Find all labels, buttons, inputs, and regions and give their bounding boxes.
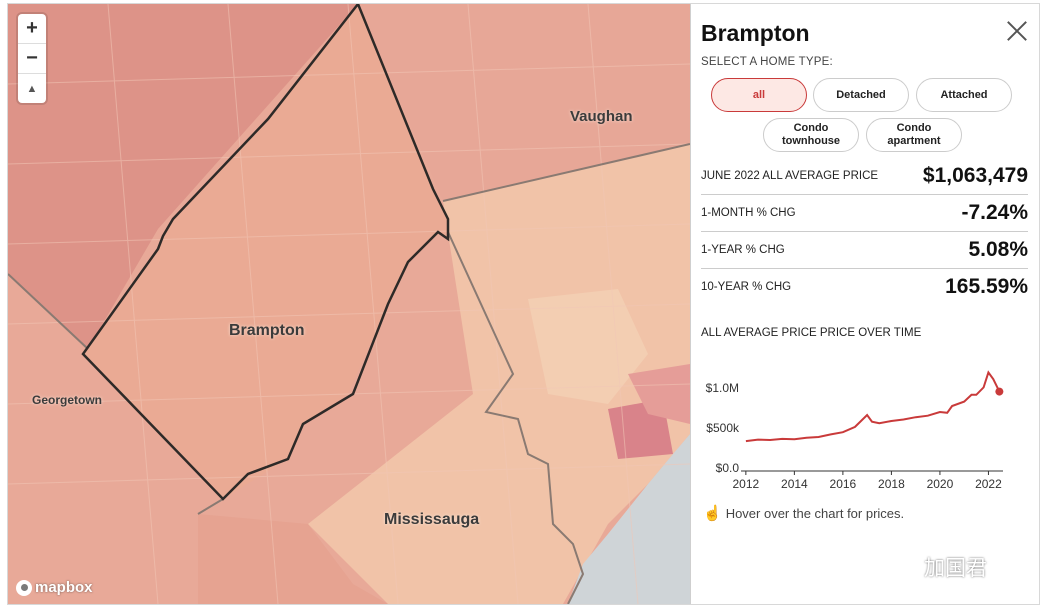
- stat-row-1-year: 1-YEAR % CHG 5.08%: [701, 232, 1028, 269]
- price-series-line: [745, 370, 1001, 443]
- zoom-in-button[interactable]: +: [18, 14, 46, 44]
- watermark-text: 加国君: [924, 557, 987, 580]
- map-label-brampton: Brampton: [229, 322, 305, 339]
- map-label-vaughan: Vaughan: [570, 108, 633, 125]
- region-brampton[interactable]: [83, 4, 448, 499]
- stat-row-1-month: 1-MONTH % CHG -7.24%: [701, 195, 1028, 232]
- lake-ontario: [568, 434, 690, 604]
- home-type-detached-button[interactable]: Detached: [813, 78, 909, 112]
- home-type-label: SELECT A HOME TYPE:: [701, 56, 833, 68]
- close-button[interactable]: [1006, 20, 1028, 42]
- stat-row-10-year: 10-YEAR % CHG 165.59%: [701, 269, 1028, 305]
- mapbox-logo-icon: [16, 579, 32, 596]
- watermark: 加国君: [880, 552, 987, 582]
- brampton-boundary: [81, 4, 450, 501]
- chart-title: ALL AVERAGE PRICE PRICE OVER TIME: [701, 327, 922, 339]
- home-type-condo-townhouse-button[interactable]: Condo townhouse: [763, 118, 859, 152]
- wechat-icon: [881, 555, 915, 579]
- stat-label: 1-MONTH % CHG: [701, 207, 796, 219]
- mapbox-attribution[interactable]: mapbox: [16, 579, 93, 596]
- info-panel: Brampton SELECT A HOME TYPE: all Detache…: [690, 4, 1040, 604]
- home-type-attached-button[interactable]: Attached: [916, 78, 1012, 112]
- price-chart[interactable]: $1.0M $500k $0.0 2012 2014 2016 2018 2020 202…: [691, 349, 1040, 489]
- chart-hint: ☝ Hover over the chart for prices.: [703, 504, 904, 522]
- x-tick-label: 2016: [830, 477, 857, 489]
- hand-pointer-icon: ☝: [703, 505, 722, 522]
- x-tick-label: 2018: [878, 477, 905, 489]
- map[interactable]: + − ▲ Vaughan Brampton Georgetown Missis…: [8, 4, 690, 604]
- stat-row-average-price: JUNE 2022 ALL AVERAGE PRICE $1,063,479: [701, 158, 1028, 195]
- pill-label: Condo townhouse: [781, 122, 841, 147]
- mapbox-logo-text: mapbox: [35, 579, 93, 596]
- map-label-mississauga: Mississauga: [384, 511, 480, 528]
- hint-text: Hover over the chart for prices.: [725, 505, 905, 521]
- compass-icon: ▲: [26, 82, 38, 95]
- pill-label: Condo apartment: [887, 122, 941, 147]
- stat-value: -7.24%: [961, 201, 1028, 224]
- x-tick-label: 2022: [975, 477, 1002, 489]
- x-tick-label: 2012: [733, 477, 760, 489]
- stat-label: 1-YEAR % CHG: [701, 244, 785, 256]
- map-zoom-control: + − ▲: [18, 14, 46, 103]
- y-tick-label: $0.0: [716, 461, 740, 475]
- home-type-all-button[interactable]: all: [711, 78, 807, 112]
- app-frame: + − ▲ Vaughan Brampton Georgetown Missis…: [7, 3, 1040, 605]
- stat-label: 10-YEAR % CHG: [701, 281, 792, 293]
- stat-value: $1,063,479: [922, 164, 1028, 187]
- y-tick-label: $500k: [706, 421, 740, 435]
- map-label-georgetown: Georgetown: [32, 393, 103, 407]
- stat-value: 5.08%: [968, 238, 1028, 261]
- x-tick-label: 2020: [927, 477, 954, 489]
- compass-button[interactable]: ▲: [18, 74, 46, 103]
- x-tick-label: 2014: [781, 477, 808, 489]
- y-tick-label: $1.0M: [706, 381, 739, 395]
- home-type-condo-apartment-button[interactable]: Condo apartment: [866, 118, 962, 152]
- region-caledon[interactable]: [8, 4, 358, 349]
- map-canvas[interactable]: [8, 4, 690, 604]
- latest-price-point: [995, 387, 1004, 396]
- stat-value: 165.59%: [945, 275, 1028, 298]
- stat-label: JUNE 2022 ALL AVERAGE PRICE: [701, 170, 879, 182]
- panel-title: Brampton: [701, 20, 810, 46]
- zoom-out-button[interactable]: −: [18, 44, 46, 74]
